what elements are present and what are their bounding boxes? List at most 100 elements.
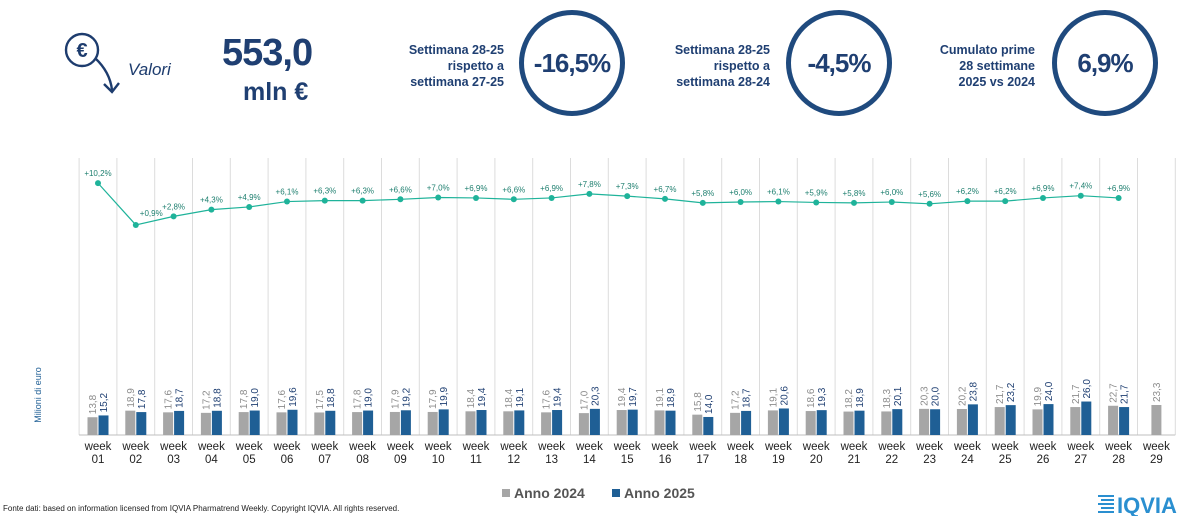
x-tick-label: week 09	[386, 441, 414, 466]
bar-2024-value-label: 21,7	[1071, 384, 1082, 404]
bar-2025	[854, 410, 865, 435]
legend-label: Anno 2025	[624, 485, 695, 501]
bar-2025	[514, 410, 525, 435]
bar-2025-value-label: 19,6	[288, 387, 299, 407]
bar-2025	[627, 409, 638, 435]
bar-2024-value-label: 19,9	[1033, 386, 1044, 406]
bar-2025-value-label: 18,9	[666, 388, 677, 408]
bar-2024-value-label: 17,9	[428, 389, 439, 409]
bar-2025-value-label: 19,7	[628, 387, 639, 407]
growth-point	[246, 203, 253, 210]
growth-label: +6,0%	[880, 188, 903, 197]
growth-label: +5,8%	[843, 189, 866, 198]
bar-2025-value-label: 20,3	[590, 386, 601, 406]
bar-2024-value-label: 19,1	[655, 388, 666, 408]
bar-2024	[692, 414, 703, 435]
kpi-circle-weekly-change: -16,5%	[519, 10, 625, 116]
bar-2024-value-label: 18,6	[806, 388, 817, 408]
bar-2024	[87, 417, 98, 435]
growth-label: +6,9%	[540, 184, 563, 193]
bar-2025-value-label: 19,1	[515, 388, 526, 408]
growth-point	[888, 199, 895, 205]
x-tick-label: week 10	[424, 441, 452, 466]
bar-2025-value-label: 18,7	[175, 388, 186, 408]
bar-2025	[892, 409, 903, 435]
bar-2024	[1108, 405, 1119, 435]
euro-down-icon: €	[64, 32, 120, 94]
source-note: Fonte dati: based on information license…	[3, 504, 400, 513]
bar-2025	[363, 410, 374, 435]
growth-label: +5,9%	[805, 188, 828, 197]
growth-point	[321, 197, 328, 204]
bar-2025-value-label: 21,7	[1120, 384, 1131, 404]
legend-label: Anno 2024	[514, 485, 585, 501]
bar-2024	[956, 408, 967, 435]
bar-2025	[1119, 407, 1130, 435]
iqvia-logo: IQVIA	[1098, 493, 1177, 516]
x-tick-label: week 06	[273, 441, 301, 466]
x-tick-label: week 25	[991, 441, 1019, 466]
growth-label: +10,2%	[84, 169, 111, 178]
bar-2024-value-label: 17,9	[390, 389, 401, 409]
bar-2024	[389, 411, 400, 435]
x-tick-label: week 07	[310, 441, 338, 466]
growth-label: +6,6%	[389, 185, 412, 194]
growth-point	[926, 200, 933, 207]
x-tick-label: week 22	[877, 441, 905, 466]
bar-2024	[314, 412, 325, 435]
x-tick-label: week 01	[84, 441, 112, 466]
growth-point	[737, 199, 744, 205]
bar-2025-value-label: 20,1	[893, 386, 904, 406]
growth-point	[473, 194, 479, 201]
growth-label: +7,0%	[427, 184, 450, 193]
bar-2025-value-label: 20,0	[931, 386, 942, 406]
bar-2024	[163, 412, 174, 435]
bar-2025-value-label: 19,2	[401, 387, 412, 407]
x-tick-label: week 21	[840, 441, 868, 466]
bar-2025-value-label: 18,8	[326, 388, 337, 408]
kpi-header: € Valori 553,0 mln € Settimana 28-25 ris…	[0, 0, 1203, 130]
bar-2024	[654, 410, 665, 435]
bar-2024-value-label: 18,9	[126, 388, 137, 408]
bar-2025-value-label: 19,0	[364, 388, 375, 408]
bar-2024	[805, 411, 816, 435]
x-tick-label: week 16	[651, 441, 679, 466]
bar-2025	[98, 415, 109, 435]
x-tick-label: week 26	[1029, 441, 1057, 466]
bar-2025	[552, 410, 563, 435]
bar-2024	[125, 410, 136, 435]
bar-2025	[211, 410, 222, 435]
bar-2025	[778, 408, 789, 435]
growth-point	[208, 206, 215, 213]
bar-2025	[476, 410, 487, 435]
bar-2025	[1043, 404, 1054, 435]
growth-label: +6,3%	[351, 187, 374, 196]
growth-point	[662, 195, 668, 202]
bar-2024	[503, 411, 514, 435]
growth-label: +6,9%	[1107, 184, 1130, 193]
bar-2024	[427, 411, 438, 435]
growth-label: +6,6%	[502, 185, 525, 194]
bar-2024-value-label: 23,3	[1152, 382, 1163, 402]
x-tick-label: week 11	[462, 441, 490, 466]
x-tick-label: week 27	[1066, 441, 1094, 466]
x-tick-label: week 24	[953, 441, 981, 466]
bar-2024-value-label: 13,8	[88, 394, 99, 414]
bar-2024	[616, 410, 627, 435]
bar-2024	[465, 411, 476, 435]
valori-label: Valori	[128, 60, 171, 79]
bar-2024-value-label: 17,6	[542, 389, 553, 409]
bar-2024	[1070, 407, 1081, 435]
bar-2025	[249, 410, 260, 435]
growth-point	[397, 196, 404, 203]
x-tick-label: week 17	[688, 441, 716, 466]
growth-point	[1002, 198, 1009, 205]
growth-label: +6,2%	[994, 187, 1017, 196]
growth-label: +6,9%	[465, 184, 488, 193]
growth-line	[97, 182, 1119, 226]
x-tick-label: week 13	[537, 441, 565, 466]
bar-2025	[325, 410, 336, 435]
bar-2024	[994, 407, 1005, 435]
bar-2024-value-label: 20,3	[920, 386, 931, 406]
bar-2025-value-label: 19,3	[817, 387, 828, 407]
